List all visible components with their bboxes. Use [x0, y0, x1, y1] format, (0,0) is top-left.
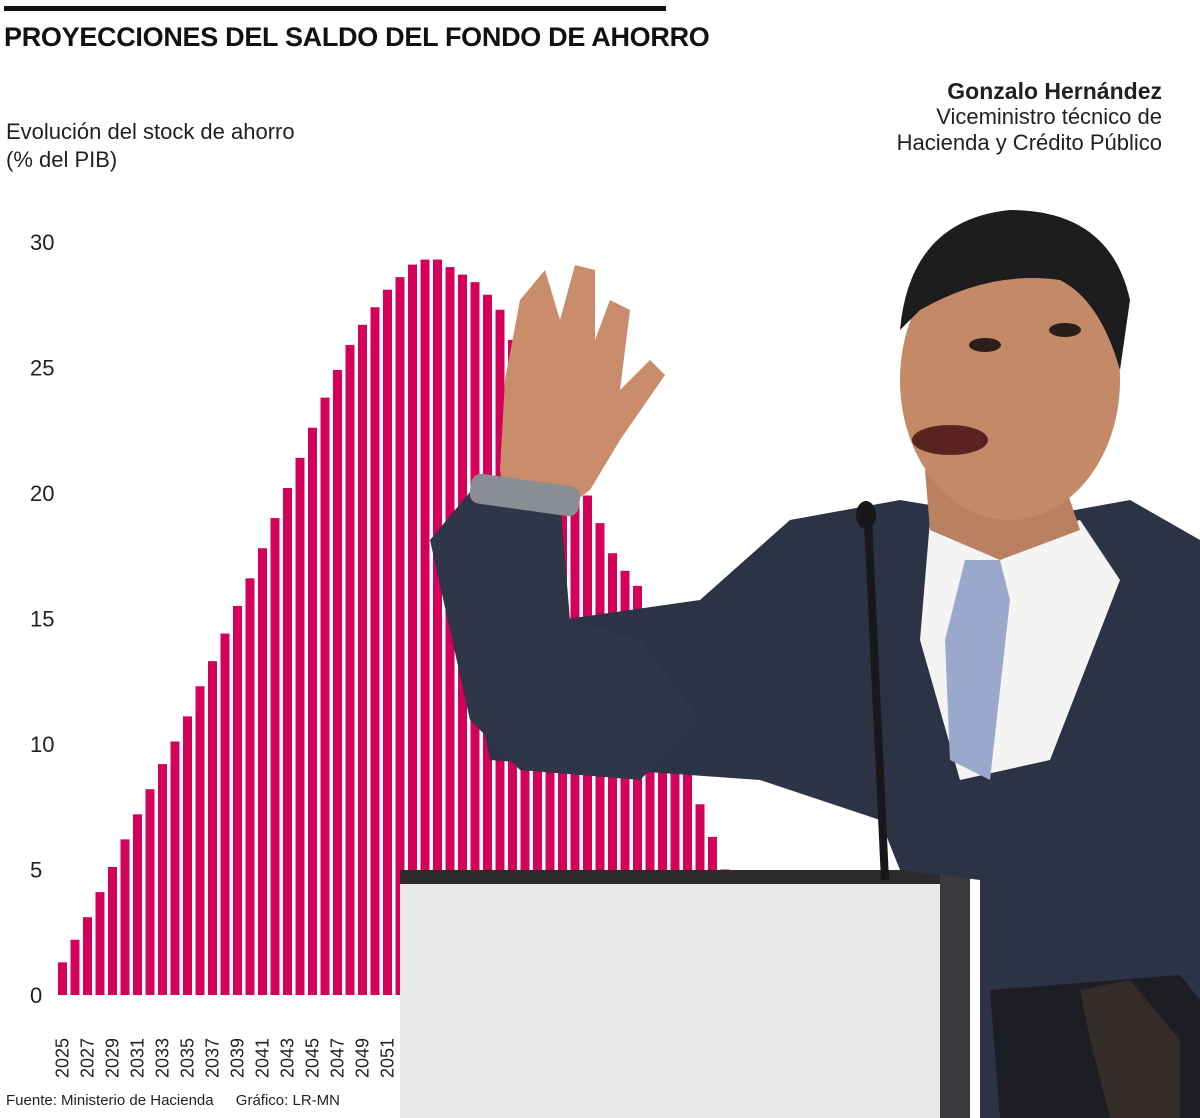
person-name: Gonzalo Hernández: [947, 78, 1162, 104]
x-tick-label: 2027: [78, 1038, 98, 1078]
bar-2039: [233, 605, 242, 995]
bar-2026: [70, 939, 80, 995]
person-role-line-1: Viceministro técnico de: [936, 104, 1162, 129]
bar-2053: [408, 264, 417, 996]
x-tick-label: 2035: [178, 1038, 198, 1078]
x-tick-label: 2033: [153, 1038, 173, 1078]
bar-2070: [620, 570, 630, 995]
x-tick-label: 2043: [278, 1038, 298, 1078]
bar-2032: [145, 789, 155, 995]
bar-2045: [308, 427, 317, 995]
left-eye: [969, 338, 1001, 352]
right-eye: [1049, 323, 1081, 337]
lectern-dark-panel: [990, 975, 1200, 1118]
bar-2027: [83, 917, 92, 995]
bar-2034: [170, 741, 180, 995]
bar-2049: [358, 324, 367, 996]
bar-2033: [158, 764, 167, 995]
hair: [900, 210, 1130, 370]
speaker-figure: [400, 210, 1200, 1118]
person-caption: Gonzalo Hernández Viceministro técnico d…: [897, 78, 1162, 156]
chart-title: PROYECCIONES DEL SALDO DEL FONDO DE AHOR…: [4, 22, 710, 52]
y-tick-label: 10: [30, 732, 54, 757]
bar-2035: [183, 716, 192, 995]
bar-2050: [370, 307, 380, 995]
bar-2031: [133, 814, 142, 995]
raised-arm-sleeve: [430, 480, 700, 780]
x-tick-label: 2025: [53, 1038, 73, 1078]
bar-2038: [220, 633, 230, 995]
bar-2029: [108, 866, 117, 995]
bar-2072: [645, 623, 655, 995]
y-tick-label: 0: [30, 983, 42, 1008]
open-mouth: [912, 425, 988, 455]
source-note: Fuente: Ministerio de Hacienda: [6, 1092, 214, 1109]
bar-2074: [670, 718, 680, 995]
bar-2030: [120, 839, 130, 995]
x-tick-label: 2049: [353, 1038, 373, 1078]
bar-2055: [433, 259, 442, 995]
x-tick-label: 2031: [128, 1038, 148, 1078]
bar-2073: [658, 663, 667, 995]
credit-note: Gráfico: LR-MN: [235, 1092, 340, 1109]
y-tick-label: 20: [30, 481, 54, 506]
x-tick-label: 2029: [103, 1038, 123, 1078]
x-tick-label: 2051: [378, 1038, 398, 1078]
y-tick-label: 25: [30, 356, 54, 381]
bar-2056: [445, 267, 455, 996]
x-tick-label: 2039: [228, 1038, 248, 1078]
bar-2071: [633, 585, 642, 995]
x-tick-label: 2047: [328, 1038, 348, 1078]
bar-2043: [283, 487, 292, 995]
subtitle-line-2: (% del PIB): [6, 147, 118, 172]
bar-2047: [333, 370, 342, 995]
axis-subtitle: Evolución del stock de ahorro (% del PIB…: [6, 118, 295, 174]
footer: Fuente: Ministerio de Hacienda Gráfico: …: [6, 1092, 340, 1109]
raised-hand: [500, 265, 665, 505]
bar-2054: [420, 259, 430, 995]
bar-2044: [295, 457, 305, 995]
top-rule: [4, 6, 666, 11]
y-tick-label: 15: [30, 607, 54, 632]
x-tick-label: 2041: [253, 1038, 273, 1078]
bar-2051: [383, 289, 392, 995]
bar-2046: [320, 397, 330, 995]
subtitle-line-1: Evolución del stock de ahorro: [6, 119, 295, 144]
bar-2048: [345, 344, 355, 995]
lectern-top: [400, 880, 960, 1118]
lectern-side: [940, 870, 970, 1118]
x-tick-label: 2037: [203, 1038, 223, 1078]
person-role-line-2: Hacienda y Crédito Público: [896, 130, 1162, 155]
y-tick-label: 30: [30, 230, 54, 255]
bar-2036: [195, 686, 205, 995]
bar-2028: [95, 892, 105, 995]
bar-2025: [58, 962, 67, 995]
microphone-stand: [864, 519, 889, 881]
microphone-head: [856, 501, 876, 529]
lectern-edge: [400, 870, 950, 884]
x-tick-label: 2045: [303, 1038, 323, 1078]
bar-2041: [258, 548, 267, 995]
necktie: [945, 560, 1010, 780]
bar-2040: [245, 578, 255, 995]
y-tick-label: 5: [30, 858, 42, 883]
bar-2042: [270, 518, 280, 995]
bar-2052: [395, 277, 405, 995]
bar-2037: [208, 661, 217, 995]
wristwatch: [469, 473, 581, 517]
